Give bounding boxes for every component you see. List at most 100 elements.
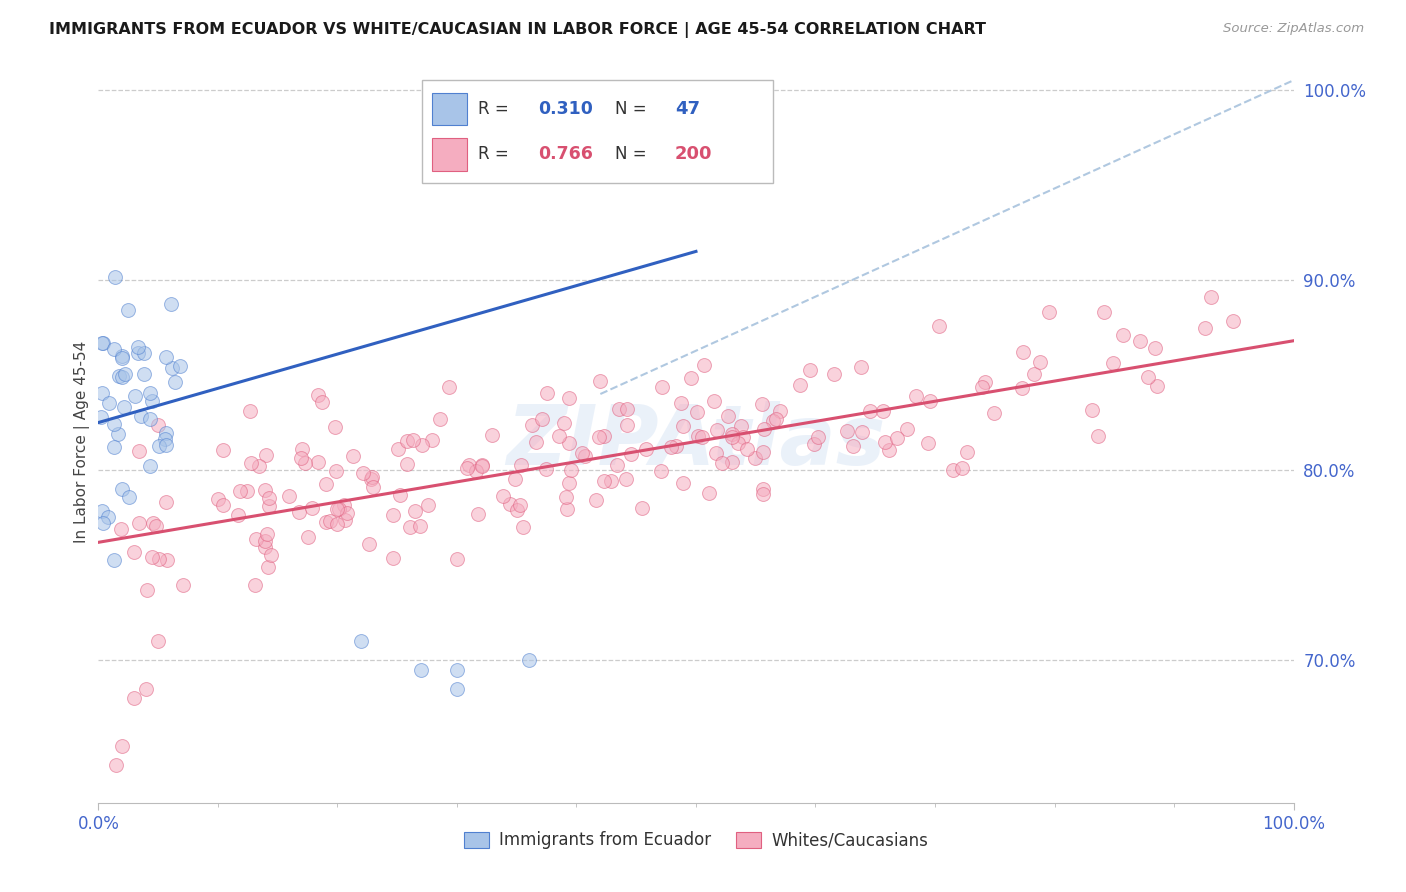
Point	[717, 409, 740, 423]
Point	[616, 401, 638, 416]
Point	[555, 501, 578, 516]
Text: IMMIGRANTS FROM ECUADOR VS WHITE/CAUCASIAN IN LABOR FORCE | AGE 45-54 CORRELATIO: IMMIGRANTS FROM ECUADOR VS WHITE/CAUCASI…	[49, 22, 986, 38]
Text: 47: 47	[675, 100, 700, 118]
Point	[103, 342, 125, 356]
Point	[592, 429, 614, 443]
Point	[117, 490, 139, 504]
Point	[517, 653, 540, 667]
Point	[807, 430, 830, 444]
Point	[404, 504, 426, 518]
Point	[553, 416, 575, 430]
Point	[849, 360, 872, 375]
Point	[499, 498, 522, 512]
Point	[471, 459, 494, 474]
Point	[104, 270, 127, 285]
Point	[91, 516, 114, 530]
Point	[1022, 367, 1045, 381]
Point	[122, 544, 145, 558]
Point	[243, 578, 266, 592]
Point	[141, 550, 163, 565]
Point	[1092, 305, 1115, 319]
Point	[558, 476, 581, 491]
Point	[294, 456, 316, 470]
Point	[872, 403, 894, 417]
Point	[731, 429, 754, 443]
Point	[446, 551, 468, 566]
Point	[607, 402, 630, 417]
Point	[148, 439, 170, 453]
Point	[420, 433, 443, 447]
Point	[212, 499, 235, 513]
Point	[132, 346, 155, 360]
Point	[703, 394, 725, 409]
Point	[706, 423, 728, 437]
Point	[762, 414, 785, 428]
Point	[1222, 314, 1244, 328]
Point	[91, 335, 114, 350]
Y-axis label: In Labor Force | Age 45-54: In Labor Force | Age 45-54	[75, 341, 90, 542]
Point	[114, 367, 136, 381]
Point	[111, 739, 134, 753]
Point	[558, 391, 581, 405]
Point	[389, 487, 412, 501]
Point	[593, 474, 616, 488]
Point	[589, 374, 612, 388]
Point	[616, 473, 638, 487]
Point	[257, 491, 280, 505]
Point	[752, 422, 775, 436]
Point	[297, 530, 319, 544]
Point	[446, 663, 468, 677]
Point	[253, 483, 276, 497]
Point	[429, 411, 451, 425]
Point	[139, 412, 162, 426]
Point	[571, 445, 593, 459]
Point	[547, 429, 569, 443]
Point	[520, 418, 543, 433]
Point	[1136, 370, 1159, 384]
Point	[307, 388, 329, 402]
Point	[142, 516, 165, 531]
Point	[751, 397, 773, 411]
Point	[574, 449, 596, 463]
Text: Source: ZipAtlas.com: Source: ZipAtlas.com	[1223, 22, 1364, 36]
Point	[103, 417, 125, 432]
Point	[690, 429, 713, 443]
Point	[634, 442, 657, 456]
Point	[905, 388, 928, 402]
Point	[1102, 356, 1125, 370]
Point	[333, 498, 356, 512]
Text: 0.310: 0.310	[538, 100, 593, 118]
Bar	[433, 137, 467, 170]
Point	[983, 406, 1005, 420]
Point	[1087, 429, 1109, 443]
Point	[1029, 355, 1052, 369]
Point	[103, 440, 125, 454]
Point	[555, 490, 578, 504]
Point	[253, 540, 276, 554]
Point	[735, 442, 758, 457]
Point	[318, 514, 340, 528]
Point	[1129, 334, 1152, 348]
Point	[416, 498, 439, 512]
Point	[139, 386, 162, 401]
Point	[291, 442, 314, 456]
Point	[145, 518, 167, 533]
Point	[606, 458, 628, 473]
Point	[411, 438, 433, 452]
Point	[446, 681, 468, 696]
Point	[1201, 290, 1223, 304]
Point	[335, 507, 357, 521]
Point	[679, 370, 702, 384]
Point	[207, 491, 229, 506]
Point	[599, 475, 621, 489]
Point	[326, 502, 349, 516]
Point	[686, 405, 709, 419]
Point	[155, 350, 177, 364]
Point	[789, 377, 811, 392]
Point	[307, 455, 329, 469]
Point	[135, 681, 157, 696]
Point	[111, 482, 134, 496]
Bar	[433, 93, 467, 126]
Point	[505, 503, 527, 517]
Point	[155, 425, 177, 440]
